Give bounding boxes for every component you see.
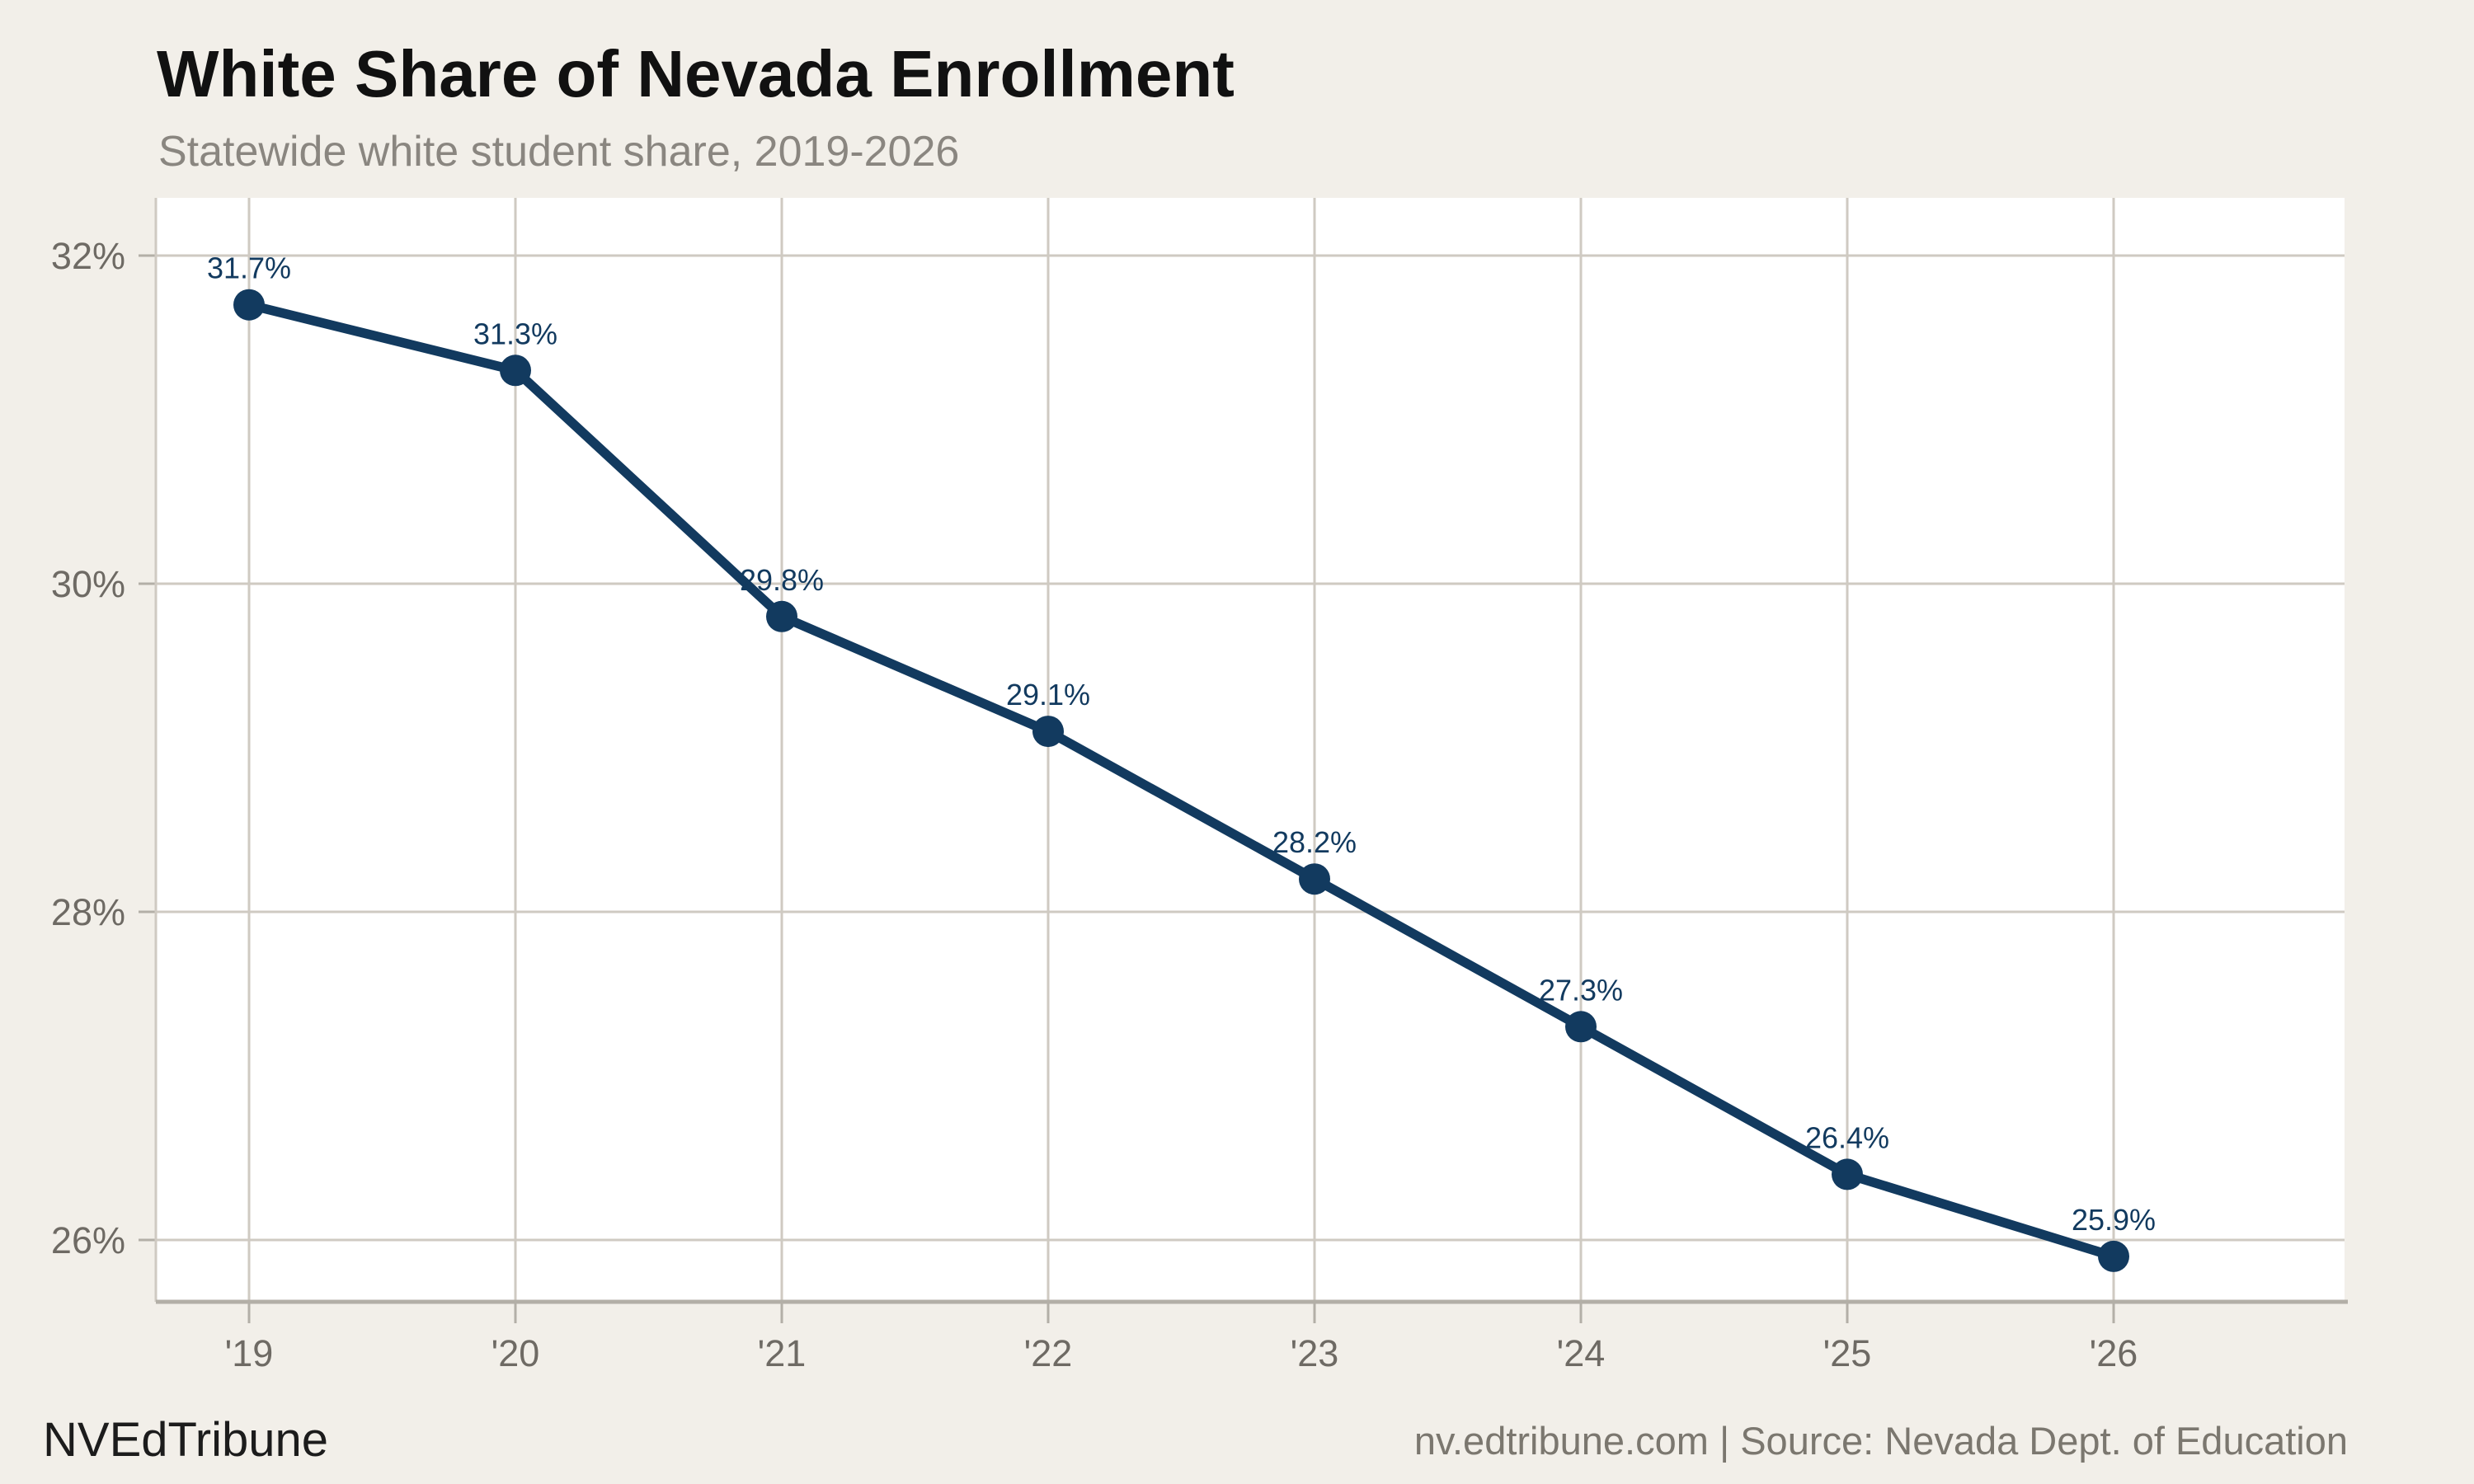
x-axis-label: '22	[1024, 1332, 1073, 1374]
x-axis-label: '21	[758, 1332, 807, 1374]
data-point	[1832, 1158, 1863, 1190]
y-axis-label: 26%	[51, 1219, 125, 1261]
data-point	[500, 355, 531, 387]
chart-subtitle: Statewide white student share, 2019-2026	[158, 128, 960, 176]
data-point	[2098, 1240, 2129, 1272]
y-axis-label: 28%	[51, 891, 125, 933]
data-point-label: 25.9%	[2072, 1203, 2156, 1237]
data-point	[1299, 863, 1330, 895]
chart-title: White Share of Nevada Enrollment	[157, 37, 1235, 110]
y-axis-label: 30%	[51, 563, 125, 605]
data-point-label: 26.4%	[1805, 1120, 1889, 1154]
x-axis-label: '26	[2090, 1332, 2138, 1374]
data-point-label: 29.1%	[1006, 678, 1090, 711]
x-axis-label: '25	[1823, 1332, 1872, 1374]
x-axis-label: '23	[1291, 1332, 1339, 1374]
footer-source: nv.edtribune.com | Source: Nevada Dept. …	[1413, 1419, 2348, 1463]
data-point-label: 31.7%	[207, 251, 291, 285]
footer-brand: NVEdTribune	[43, 1413, 329, 1467]
data-point	[1032, 716, 1064, 748]
data-point	[233, 289, 265, 321]
data-point	[1565, 1011, 1597, 1043]
x-axis-label: '24	[1557, 1332, 1606, 1374]
data-point-label: 28.2%	[1272, 825, 1357, 859]
data-point	[766, 600, 797, 632]
data-point-label: 31.3%	[473, 317, 557, 350]
trend-line	[244, 299, 2119, 1261]
data-point-label: 27.3%	[1539, 973, 1623, 1007]
y-axis-label: 32%	[51, 235, 125, 277]
x-axis-label: '20	[492, 1332, 540, 1374]
x-axis-label: '19	[225, 1332, 274, 1374]
data-point-label: 29.8%	[740, 563, 824, 597]
